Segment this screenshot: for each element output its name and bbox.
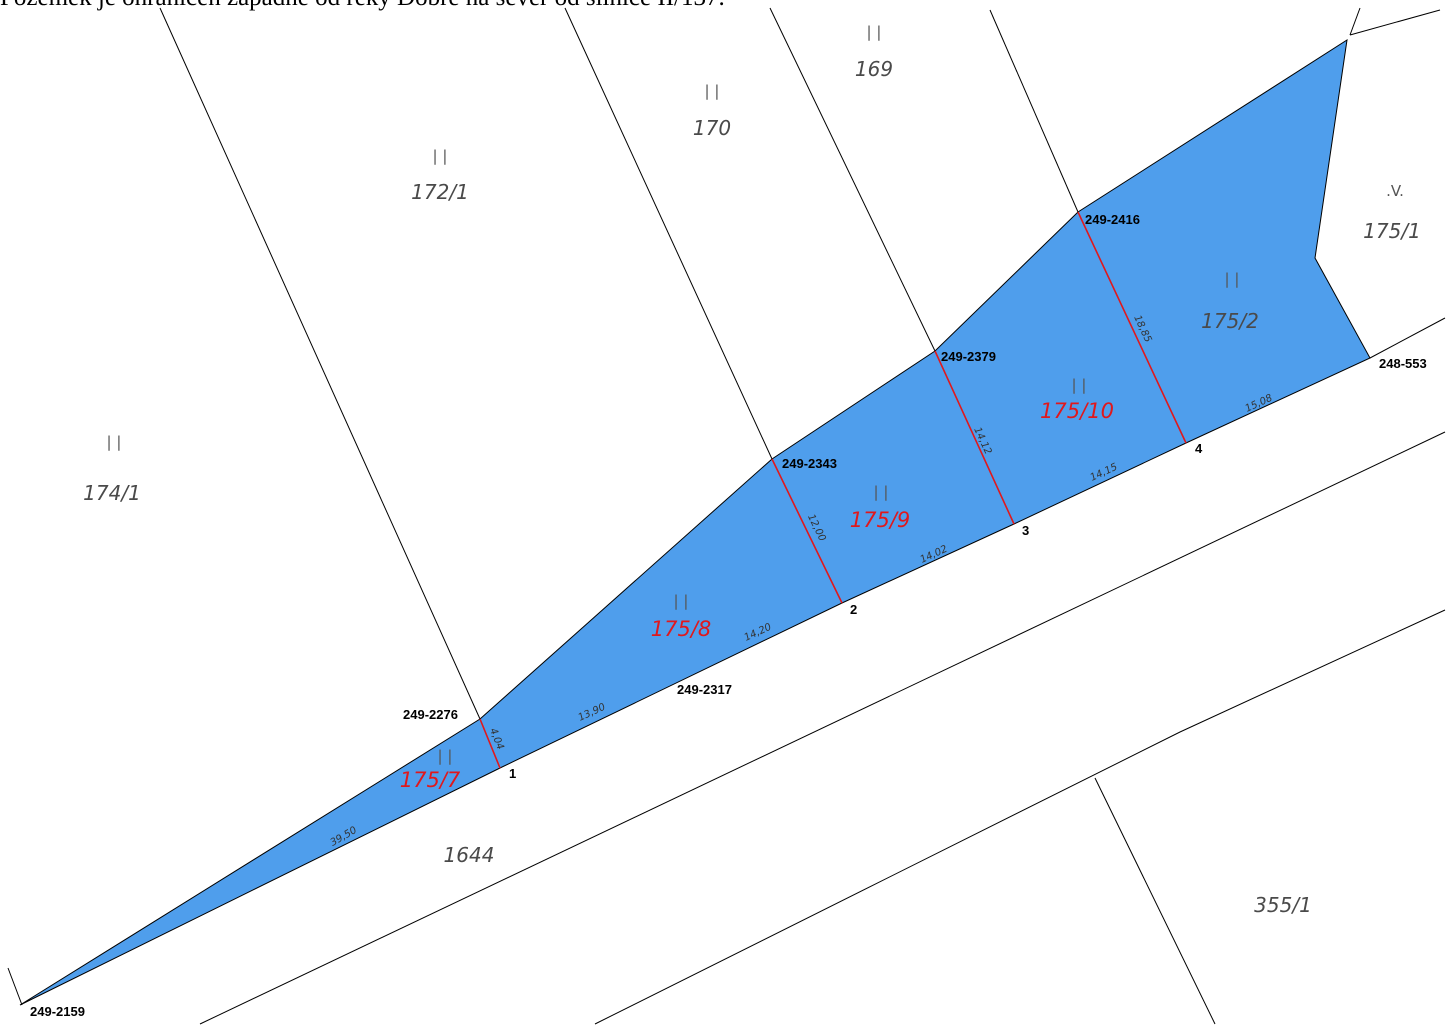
boundary-line (1369, 317, 1446, 359)
parcel-label: 175/1 (1363, 219, 1421, 243)
boundary-line (199, 431, 1446, 1025)
point-label: 3 (1022, 523, 1029, 538)
boundary-line (7, 967, 23, 1006)
parcel-label: 170 (693, 116, 731, 140)
arable-land-symbol: | | (674, 592, 689, 610)
parcel-label: 355/1 (1254, 893, 1312, 917)
arable-land-symbol: | | (867, 23, 882, 41)
arable-land-symbol: | | (433, 147, 448, 165)
split-line-3 (934, 350, 1015, 525)
arable-land-symbol: | | (1072, 376, 1087, 394)
parcel-label: 172/1 (411, 180, 469, 204)
point-label: 2 (850, 602, 857, 617)
split-line-1 (479, 718, 501, 769)
point-label: 248-553 (1379, 356, 1427, 371)
arable-land-symbol: | | (874, 483, 889, 501)
point-label: 249-2276 (403, 707, 458, 722)
arable-land-symbol: | | (438, 747, 453, 765)
parcel-label-new: 175/8 (651, 617, 712, 641)
parcel-label: 175/2 (1201, 309, 1259, 333)
arable-land-symbol: | | (705, 82, 720, 100)
boundary-line (989, 9, 1079, 213)
point-label: 249-2159 (30, 1004, 85, 1019)
boundary-line (769, 7, 936, 352)
parcel-label: 174/1 (83, 481, 141, 505)
meadow-symbol: .V. (1386, 182, 1404, 200)
subject-parcel-shape (19, 38, 1371, 1006)
point-label: 249-2317 (677, 682, 732, 697)
point-label: 249-2416 (1085, 212, 1140, 227)
parcel-label-new: 175/10 (1040, 399, 1114, 423)
point-label: 249-2379 (941, 349, 996, 364)
parcel-label-new: 175/7 (400, 768, 461, 792)
boundary-line (1349, 9, 1441, 36)
parcel-label: 169 (855, 57, 893, 81)
arable-land-symbol: | | (107, 433, 122, 451)
map-caption: Pozemek je ohraničen zapadně od řeky Dob… (0, 0, 725, 12)
point-label: 4 (1195, 441, 1203, 456)
boundary-line (1349, 7, 1361, 36)
split-line-2 (771, 458, 843, 604)
parcel-label-new: 175/9 (850, 508, 911, 532)
split-line-4 (1077, 211, 1187, 444)
point-label: 1 (509, 766, 516, 781)
boundary-line (159, 7, 481, 720)
arable-land-symbol: | | (1225, 270, 1240, 288)
boundary-line (594, 609, 1446, 1025)
point-label: 249-2343 (782, 456, 837, 471)
boundary-line (1094, 777, 1216, 1025)
boundary-line (564, 7, 773, 460)
parcel-label: 1644 (444, 843, 495, 867)
